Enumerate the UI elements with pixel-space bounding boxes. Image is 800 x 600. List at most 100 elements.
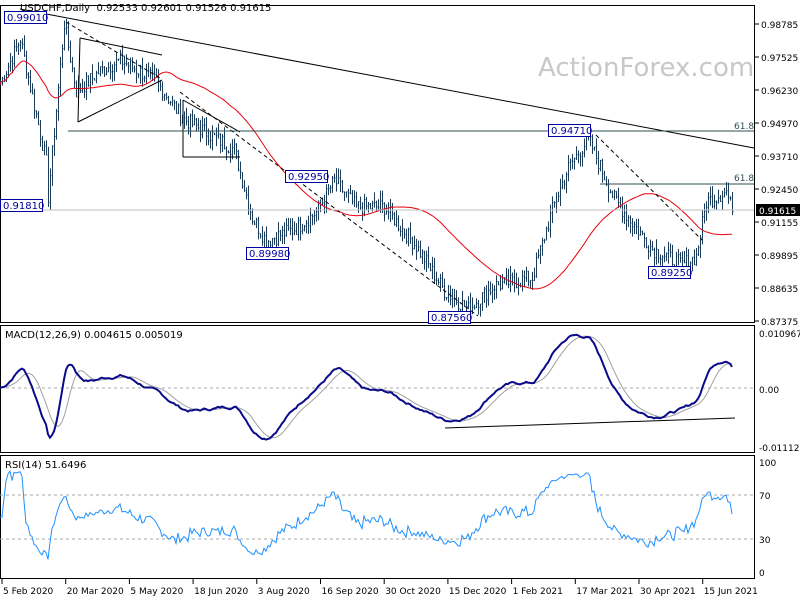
price-bar bbox=[350, 184, 352, 195]
price-label: 0.87560 bbox=[431, 313, 472, 324]
price-bar bbox=[514, 269, 516, 293]
price-bar bbox=[702, 209, 704, 245]
price-bar bbox=[312, 213, 314, 226]
x-tick-label: 16 Sep 2020 bbox=[322, 587, 379, 597]
triangle-upper-line bbox=[79, 37, 163, 56]
price-bar bbox=[668, 241, 670, 264]
price-bar bbox=[402, 219, 404, 242]
price-bar bbox=[730, 196, 732, 201]
price-bar bbox=[606, 176, 608, 187]
price-bar bbox=[362, 202, 364, 221]
price-label-box bbox=[285, 170, 328, 183]
price-bar bbox=[44, 140, 46, 156]
price-bar bbox=[38, 111, 40, 126]
price-bar bbox=[434, 257, 436, 284]
price-bar bbox=[64, 20, 66, 51]
x-tick-label: 1 Feb 2021 bbox=[513, 587, 563, 597]
price-bar bbox=[358, 201, 360, 213]
price-bar bbox=[716, 200, 718, 210]
macd-tick-label: 0.010967 bbox=[759, 330, 800, 340]
price-bar bbox=[556, 192, 558, 213]
price-bar bbox=[500, 274, 502, 292]
price-bar bbox=[652, 241, 654, 251]
price-label-box bbox=[4, 11, 47, 24]
price-bar bbox=[680, 252, 682, 263]
price-bar bbox=[234, 138, 236, 155]
price-bar bbox=[306, 220, 308, 234]
price-bar bbox=[634, 221, 636, 235]
price-bar bbox=[516, 272, 518, 289]
price-bar bbox=[452, 288, 454, 309]
price-bar bbox=[342, 179, 344, 193]
price-bar bbox=[106, 66, 108, 76]
x-tick-label: 5 Feb 2020 bbox=[3, 587, 54, 597]
price-bar bbox=[196, 117, 198, 132]
price-bar bbox=[502, 273, 504, 290]
price-bar bbox=[216, 127, 218, 147]
price-bar bbox=[546, 226, 548, 241]
price-bar bbox=[630, 215, 632, 234]
price-bar bbox=[298, 216, 300, 241]
price-bar bbox=[20, 40, 22, 52]
price-bar bbox=[706, 201, 708, 221]
price-bar bbox=[488, 280, 490, 306]
price-bar bbox=[322, 197, 324, 206]
price-bar bbox=[542, 237, 544, 256]
price-bar bbox=[512, 272, 514, 286]
price-bar bbox=[328, 184, 330, 196]
price-bar bbox=[568, 155, 570, 182]
price-bar bbox=[92, 64, 94, 86]
price-panel-frame bbox=[0, 5, 755, 323]
price-bar bbox=[90, 72, 92, 94]
price-bar bbox=[392, 202, 394, 220]
price-bar bbox=[364, 193, 366, 217]
price-bar bbox=[628, 215, 630, 227]
price-bar bbox=[438, 278, 440, 285]
price-bar bbox=[636, 219, 638, 235]
price-bar bbox=[124, 55, 126, 75]
price-bar bbox=[108, 62, 110, 73]
price-bar bbox=[254, 220, 256, 226]
price-bar bbox=[286, 218, 288, 237]
price-bar bbox=[330, 185, 332, 194]
price-bar bbox=[600, 159, 602, 172]
macd-panel-frame bbox=[0, 325, 755, 453]
price-bar bbox=[118, 58, 120, 61]
price-bar bbox=[102, 60, 104, 74]
price-bar bbox=[562, 174, 564, 190]
price-label: 0.94710 bbox=[551, 126, 592, 137]
price-bar bbox=[300, 216, 302, 241]
price-label-box bbox=[246, 247, 289, 260]
price-bar bbox=[496, 275, 498, 299]
price-bar bbox=[54, 128, 56, 156]
rsi-tick-label: 0 bbox=[759, 569, 765, 579]
price-bar bbox=[162, 81, 164, 102]
price-bar bbox=[698, 245, 700, 256]
price-bar bbox=[112, 64, 114, 82]
price-bar bbox=[388, 202, 390, 220]
price-bar bbox=[626, 204, 628, 231]
price-bar bbox=[596, 138, 598, 165]
dashed-trendline bbox=[179, 91, 479, 317]
price-bar bbox=[316, 207, 318, 222]
price-bar bbox=[74, 67, 76, 89]
price-bar bbox=[190, 113, 192, 138]
price-bar bbox=[484, 286, 486, 304]
price-bar bbox=[122, 45, 124, 71]
price-bar bbox=[478, 299, 480, 315]
price-bar bbox=[658, 249, 660, 264]
price-bar bbox=[264, 231, 266, 249]
price-bar bbox=[18, 42, 20, 56]
price-bar bbox=[442, 271, 444, 288]
price-bar bbox=[210, 131, 212, 149]
price-bar bbox=[370, 203, 372, 210]
price-bar bbox=[608, 179, 610, 203]
triangle-lower-line bbox=[77, 79, 163, 123]
price-bar bbox=[660, 254, 662, 266]
fib-level-label: 61.8 bbox=[734, 174, 754, 184]
price-bar bbox=[432, 256, 434, 280]
price-bar bbox=[30, 69, 32, 93]
price-bar bbox=[412, 236, 414, 256]
price-bar bbox=[230, 143, 232, 163]
price-bar bbox=[732, 191, 734, 216]
